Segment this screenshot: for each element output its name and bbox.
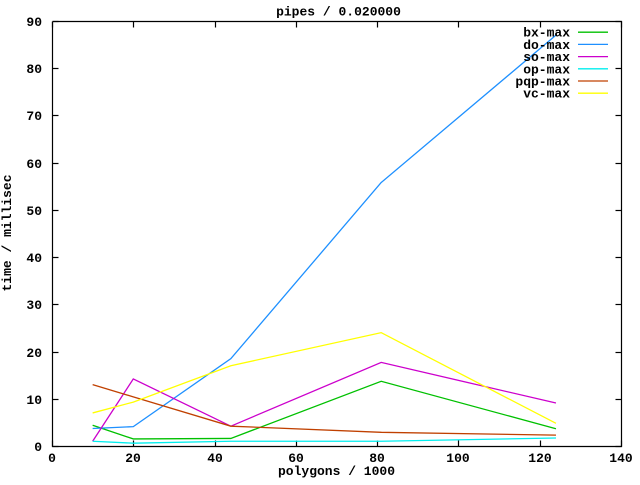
svg-text:100: 100 (446, 451, 470, 466)
svg-text:vc-max: vc-max (523, 87, 570, 102)
svg-text:120: 120 (528, 451, 552, 466)
svg-text:90: 90 (26, 15, 42, 30)
svg-text:30: 30 (26, 298, 42, 313)
svg-text:20: 20 (125, 451, 141, 466)
svg-text:70: 70 (26, 109, 42, 124)
svg-text:40: 40 (207, 451, 223, 466)
svg-text:60: 60 (26, 157, 42, 172)
svg-text:50: 50 (26, 204, 42, 219)
svg-text:40: 40 (26, 251, 42, 266)
svg-text:140: 140 (609, 451, 633, 466)
svg-text:20: 20 (26, 346, 42, 361)
svg-text:pipes / 0.020000: pipes / 0.020000 (276, 5, 401, 20)
svg-text:polygons / 1000: polygons / 1000 (278, 464, 395, 479)
svg-text:0: 0 (34, 440, 42, 455)
svg-text:time / millisec: time / millisec (0, 174, 15, 291)
svg-text:0: 0 (48, 451, 56, 466)
svg-text:80: 80 (26, 62, 42, 77)
svg-text:10: 10 (26, 393, 42, 408)
